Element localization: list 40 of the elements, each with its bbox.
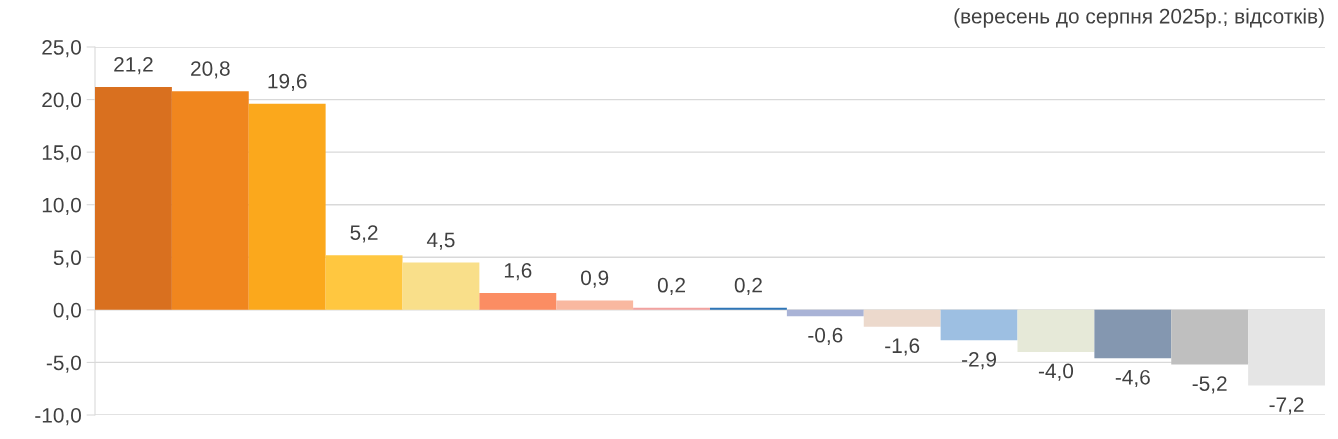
data-label: 5,2 [350,225,378,243]
bar [1017,309,1095,352]
bar [402,262,480,310]
bar [556,300,634,310]
bar [325,255,403,310]
y-tick-label: 5,0 [53,250,81,268]
chart-subtitle: (вересень до серпня 2025р.; відсотків) [954,8,1324,28]
y-tick-label: 10,0 [42,197,81,215]
bar [171,91,249,310]
y-tick-label: 20,0 [42,92,81,110]
data-label: -2,9 [962,352,997,370]
y-tick-label: 15,0 [42,145,81,163]
data-label: 19,6 [268,73,307,92]
data-label: 0,9 [581,270,609,288]
bar [633,307,710,310]
bar [1094,309,1172,359]
bar [710,307,787,310]
data-label: -4,0 [1038,363,1074,381]
data-label: -5,2 [1192,376,1227,394]
bar [248,103,326,310]
data-label: 0,2 [734,277,762,295]
y-tick-label: 0,0 [53,302,81,321]
y-tick-label: -10,0 [35,408,81,426]
bar [1171,309,1249,365]
data-label: 4,5 [426,232,455,250]
bar [95,86,172,310]
data-label: -4,6 [1115,369,1150,388]
data-label: 1,6 [504,263,532,281]
bar [940,309,1018,341]
data-label: 0,2 [657,277,685,295]
data-label: -1,6 [885,338,920,356]
y-tick-label: -5,0 [46,355,81,373]
data-label: -0,6 [808,327,843,346]
data-label: -7,2 [1269,397,1304,415]
y-tick-label: 25,0 [42,40,81,58]
data-label: 20,8 [191,61,230,79]
bar [863,309,941,327]
bar [786,309,864,317]
bar [479,293,557,310]
data-label: 21,2 [114,56,153,75]
